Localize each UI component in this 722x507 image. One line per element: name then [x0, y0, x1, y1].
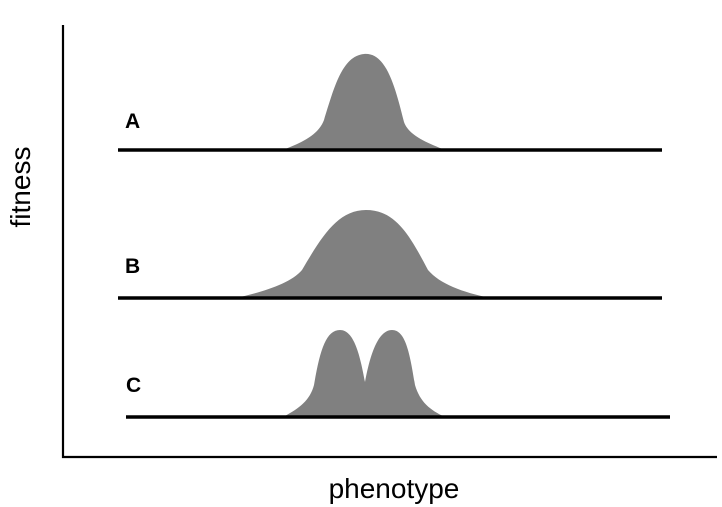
x-axis-label: phenotype [329, 473, 460, 504]
panel-b-curve [236, 210, 490, 298]
panel-a: A [118, 53, 662, 152]
axes-frame [61, 25, 717, 459]
panel-c-curve [283, 330, 445, 417]
panel-c: C [126, 330, 670, 419]
panel-b-label: B [125, 255, 140, 278]
panel-a-curve [283, 53, 445, 150]
y-axis-label: fitness [5, 147, 36, 228]
panel-b: B [118, 210, 662, 300]
panel-c-label: C [126, 374, 141, 397]
panel-a-label: A [125, 110, 140, 133]
